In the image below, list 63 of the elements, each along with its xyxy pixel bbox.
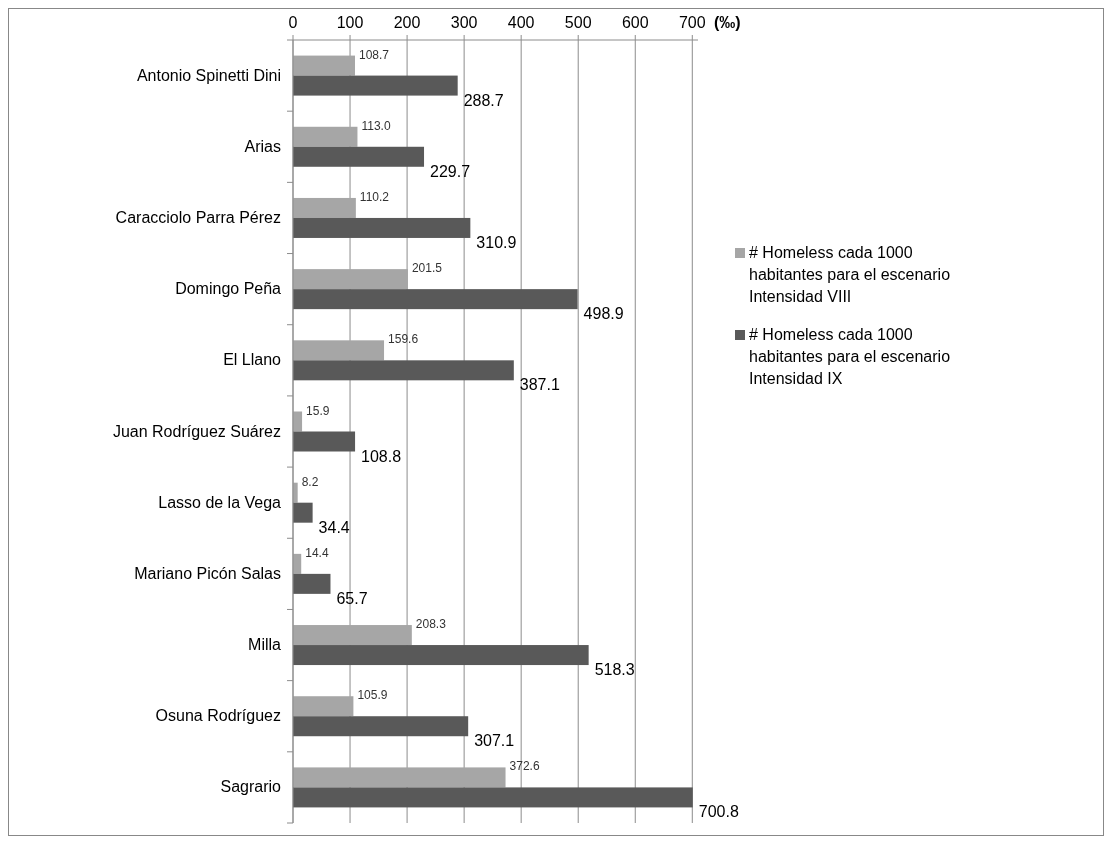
data-label: 113.0 — [361, 118, 391, 133]
y-tick-label: Sagrario — [220, 778, 282, 796]
data-label: 108.7 — [359, 47, 390, 62]
x-tick-label: 500 — [564, 14, 592, 31]
bar — [293, 75, 458, 96]
data-label: 14.4 — [305, 545, 329, 560]
y-tick-label: Domingo Peña — [175, 280, 282, 298]
data-label: 208.3 — [415, 617, 447, 632]
x-tick-label: 200 — [393, 14, 421, 31]
x-tick-label: 0 — [288, 14, 298, 31]
y-tick-label: Mariano Picón Salas — [134, 564, 281, 582]
bar — [293, 360, 514, 381]
y-tick-label: El Llano — [223, 351, 282, 369]
y-tick-label: Juan Rodríguez Suárez — [112, 422, 281, 440]
bar — [293, 696, 354, 717]
y-tick-label: Milla — [248, 636, 282, 654]
data-label: 201.5 — [411, 261, 443, 276]
data-label: 229.7 — [430, 162, 471, 180]
data-label: 372.6 — [509, 759, 540, 774]
bar — [293, 716, 469, 737]
bar — [293, 502, 313, 523]
x-tick-label: 300 — [450, 14, 478, 31]
data-label: 307.1 — [474, 732, 515, 750]
data-label: 34.4 — [318, 518, 350, 536]
data-label: 387.1 — [519, 376, 560, 394]
legend-label: # Homeless cada 1000 habitantes para el escenario Intensidad VIII — [749, 244, 951, 305]
bar — [293, 340, 385, 361]
bar — [293, 573, 331, 594]
x-tick-label: 400 — [507, 14, 535, 31]
y-tick-label: Osuna Rodríguez — [155, 707, 281, 725]
bar — [293, 269, 408, 290]
x-tick-label: 600 — [621, 14, 649, 31]
bar — [293, 197, 356, 218]
bar — [293, 55, 355, 76]
y-tick-label: Lasso de la Vega — [158, 493, 282, 511]
y-tick-label: Antonio Spinetti Dini — [136, 66, 281, 84]
x-tick-label: 700 — [678, 14, 706, 31]
data-label: 15.9 — [306, 403, 330, 418]
data-label: 518.3 — [594, 661, 635, 679]
bar — [293, 625, 412, 646]
data-label: 65.7 — [336, 589, 368, 607]
data-label: 159.6 — [388, 332, 419, 347]
bar — [293, 289, 578, 310]
bar — [293, 217, 471, 238]
data-label: 8.2 — [301, 474, 319, 489]
data-label: 498.9 — [583, 305, 624, 323]
bar — [293, 146, 425, 167]
data-label: 288.7 — [463, 91, 504, 109]
y-tick-label: Arias — [244, 137, 281, 155]
x-axis-title: (‰) — [714, 14, 741, 31]
bar — [293, 431, 356, 452]
y-tick-label: Caracciolo Parra Pérez — [115, 208, 281, 226]
bar — [293, 126, 358, 147]
x-tick-label: 100 — [336, 14, 364, 31]
bar — [293, 645, 589, 666]
data-label: 108.8 — [361, 447, 402, 465]
data-label: 310.9 — [476, 233, 517, 251]
data-label: 110.2 — [359, 189, 390, 204]
data-label: 700.8 — [698, 803, 739, 821]
bar — [293, 787, 693, 808]
data-label: 105.9 — [357, 688, 388, 703]
legend-label: # Homeless cada 1000 habitantes para el escenario Intensidad IX — [749, 326, 951, 387]
bar — [293, 767, 506, 788]
